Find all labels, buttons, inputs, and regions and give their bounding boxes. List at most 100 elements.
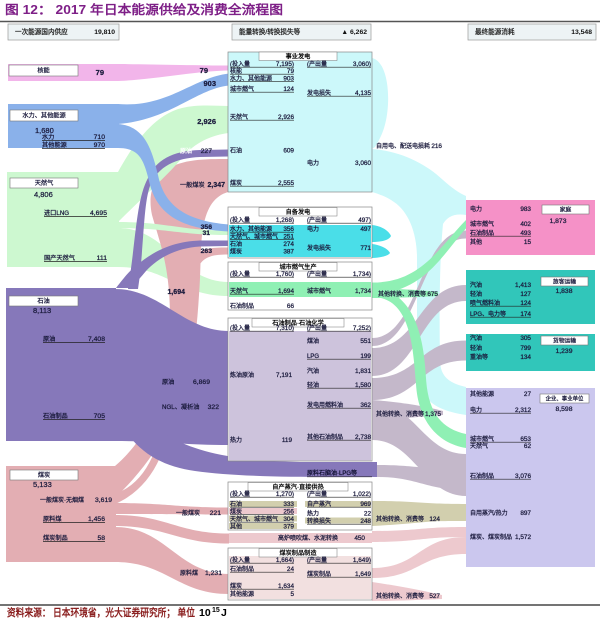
svg-text:(投入量: (投入量 (230, 556, 250, 564)
svg-text:进口LNG: 进口LNG (44, 209, 69, 217)
svg-text:2,312: 2,312 (515, 407, 531, 414)
svg-text:1,022): 1,022) (353, 491, 371, 498)
svg-text:1,375: 1,375 (425, 411, 441, 418)
svg-text:387: 387 (283, 249, 294, 256)
svg-text:▲ 6,262: ▲ 6,262 (341, 29, 367, 36)
svg-text:一般煤炭: 一般煤炭 (176, 509, 200, 517)
svg-text:62: 62 (524, 443, 532, 450)
svg-text:资料来源： 日本环境省，光大证券研究所； 单位: 资料来源： 日本环境省，光大证券研究所； 单位 (7, 606, 195, 619)
svg-text:石油制品: 石油制品 (230, 302, 254, 310)
svg-text:1,680: 1,680 (35, 126, 54, 135)
svg-text:(投入量: (投入量 (230, 270, 250, 278)
svg-text:煤炭: 煤炭 (38, 471, 50, 479)
svg-text:发电损失: 发电损失 (307, 244, 331, 252)
svg-text:石油: 石油 (230, 240, 242, 248)
svg-text:水力、其他能源: 水力、其他能源 (230, 225, 272, 233)
svg-text:7,310): 7,310) (276, 325, 294, 332)
svg-text:3,076: 3,076 (515, 473, 531, 480)
svg-text:其他能源: 其他能源 (230, 590, 254, 598)
svg-text:199: 199 (360, 353, 371, 360)
svg-text:(产出量: (产出量 (307, 216, 327, 224)
svg-text:969: 969 (360, 501, 371, 508)
svg-text:7,408: 7,408 (88, 336, 105, 343)
svg-text:天然气: 天然气 (230, 113, 248, 121)
svg-text:NGL、凝析油: NGL、凝析油 (162, 403, 199, 411)
svg-text:79: 79 (287, 68, 295, 75)
svg-text:煤炭、煤炭制品: 煤炭、煤炭制品 (470, 533, 512, 541)
svg-text:(产出量: (产出量 (307, 60, 327, 68)
svg-text:高炉喷吹煤、水泥转换: 高炉喷吹煤、水泥转换 (278, 534, 338, 542)
svg-text:333: 333 (283, 501, 294, 508)
svg-text:710: 710 (94, 134, 106, 141)
svg-text:煤炭: 煤炭 (230, 248, 242, 256)
svg-text:石油制品: 石油制品 (470, 472, 494, 480)
svg-text:热力: 热力 (307, 510, 319, 518)
svg-text:227: 227 (201, 148, 213, 155)
svg-text:24: 24 (287, 566, 295, 573)
svg-text:一般煤炭·无烟煤: 一般煤炭·无烟煤 (40, 496, 84, 504)
svg-text:其他转换、消费等: 其他转换、消费等 (376, 515, 424, 523)
svg-text:原料石脑油·LPG等: 原料石脑油·LPG等 (307, 469, 357, 477)
svg-text:1,649: 1,649 (355, 571, 371, 578)
svg-text:图 12： 2017 年日本能源供给及消费全流程图: 图 12： 2017 年日本能源供给及消费全流程图 (5, 2, 283, 17)
svg-text:国产天然气: 国产天然气 (44, 254, 75, 262)
svg-text:771: 771 (360, 245, 371, 252)
svg-text:1,634: 1,634 (278, 583, 294, 590)
svg-text:4,806: 4,806 (34, 190, 53, 199)
svg-text:煤炭制品: 煤炭制品 (307, 570, 331, 578)
svg-text:3,060): 3,060) (353, 61, 371, 68)
svg-text:原料煤: 原料煤 (43, 515, 62, 523)
svg-text:一般煤炭: 一般煤炭 (180, 181, 205, 189)
svg-text:1,760): 1,760) (276, 271, 294, 278)
svg-text:核能: 核能 (230, 67, 242, 75)
svg-text:石油: 石油 (37, 297, 49, 305)
svg-text:251: 251 (283, 234, 294, 241)
svg-text:家庭: 家庭 (560, 206, 572, 214)
svg-text:15: 15 (212, 607, 220, 614)
svg-text:煤油: 煤油 (307, 337, 319, 345)
svg-text:903: 903 (283, 76, 294, 83)
svg-text:356: 356 (201, 224, 213, 231)
svg-text:水力、其他能源: 水力、其他能源 (230, 75, 272, 83)
svg-text:煤炭: 煤炭 (230, 179, 242, 187)
svg-text:1,664): 1,664) (276, 557, 294, 564)
svg-text:3,619: 3,619 (95, 497, 112, 504)
svg-text:自用蒸汽/热力: 自用蒸汽/热力 (470, 509, 508, 517)
svg-text:493: 493 (520, 230, 531, 237)
svg-text:电力: 电力 (470, 406, 482, 414)
svg-text:903: 903 (203, 79, 216, 88)
svg-text:其他能源: 其他能源 (470, 390, 494, 398)
svg-text:450: 450 (354, 535, 365, 542)
svg-text:19,810: 19,810 (94, 29, 115, 36)
svg-text:705: 705 (94, 413, 106, 420)
svg-text:3,060: 3,060 (355, 160, 371, 167)
svg-text:2,555: 2,555 (278, 180, 294, 187)
svg-text:248: 248 (360, 518, 371, 525)
svg-text:喷气燃料油: 喷气燃料油 (470, 299, 500, 307)
svg-text:汽油: 汽油 (307, 367, 319, 375)
svg-text:1,270): 1,270) (276, 491, 294, 498)
svg-text:356: 356 (283, 226, 294, 233)
svg-text:(投入量: (投入量 (230, 324, 250, 332)
svg-text:其他能源: 其他能源 (42, 141, 67, 149)
svg-text:799: 799 (520, 345, 531, 352)
svg-text:城市燃气: 城市燃气 (470, 220, 494, 228)
svg-text:自产蒸汽·直接供热: 自产蒸汽·直接供热 (272, 483, 324, 491)
svg-text:174: 174 (520, 311, 531, 318)
svg-text:热力: 热力 (230, 436, 242, 444)
svg-text:水力、其他能源: 水力、其他能源 (22, 112, 65, 120)
svg-text:轻油: 轻油 (307, 381, 319, 389)
svg-text:发电用燃料油: 发电用燃料油 (307, 401, 343, 409)
svg-text:其他转换、消费等: 其他转换、消费等 (376, 592, 424, 600)
svg-text:1,873: 1,873 (549, 218, 566, 225)
svg-text:(产出量: (产出量 (307, 490, 327, 498)
svg-text:石油: 石油 (230, 500, 242, 508)
svg-text:其他转换、消费等: 其他转换、消费等 (376, 410, 424, 418)
svg-text:79: 79 (200, 66, 208, 75)
svg-text:原油: 原油 (43, 335, 55, 343)
svg-text:1,580: 1,580 (355, 382, 371, 389)
svg-text:1,649): 1,649) (353, 557, 371, 564)
svg-text:LPG: LPG (307, 354, 319, 360)
svg-text:5,133: 5,133 (33, 480, 52, 489)
svg-text:119: 119 (282, 437, 293, 444)
